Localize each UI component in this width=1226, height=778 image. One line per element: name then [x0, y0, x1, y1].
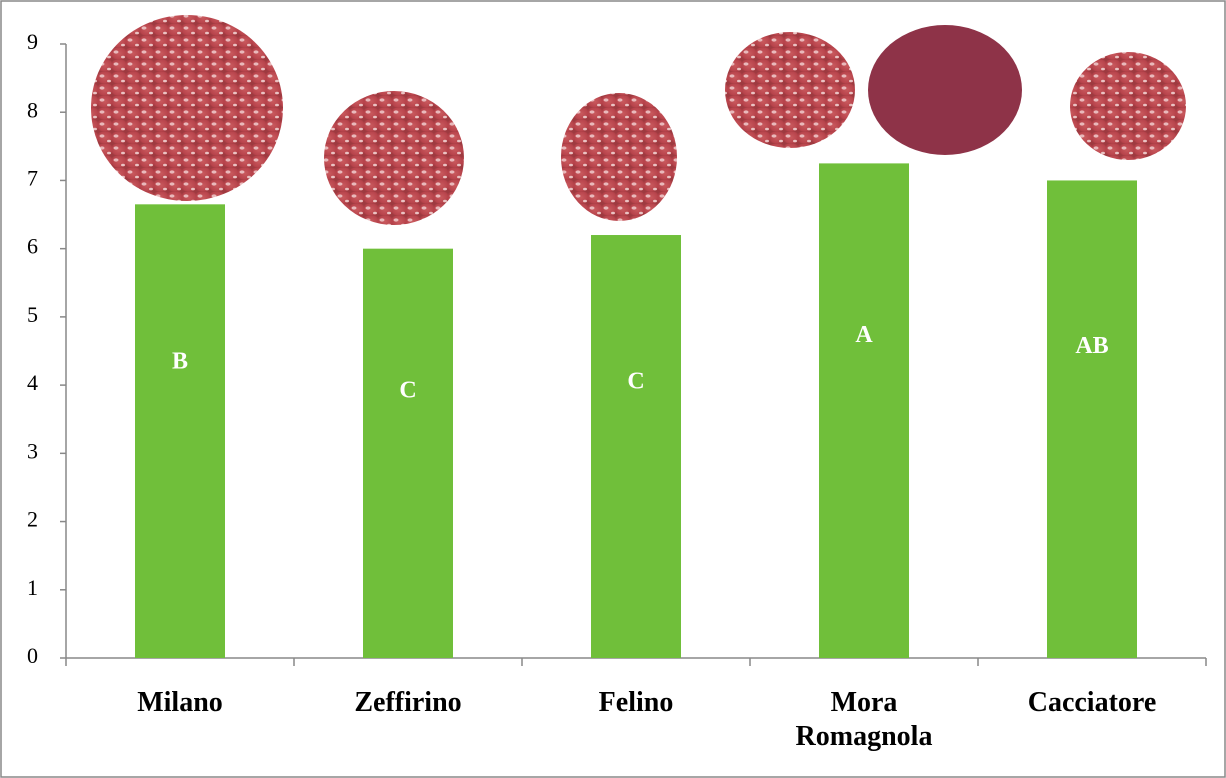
bar [591, 235, 681, 658]
y-tick-label: 8 [27, 97, 38, 122]
y-tick-label: 0 [27, 643, 38, 668]
y-tick-label: 3 [27, 438, 38, 463]
bar-label: B [172, 349, 188, 375]
y-tick-label: 4 [27, 370, 38, 395]
salami-images [91, 15, 1186, 225]
bar-label: AB [1075, 333, 1108, 359]
bar-label: A [855, 322, 873, 348]
y-tick-label: 5 [27, 302, 38, 327]
bar [1047, 180, 1137, 658]
bar [135, 204, 225, 659]
bar [363, 248, 453, 658]
x-tick-label: Milano [137, 687, 223, 718]
x-tick-label: Cacciatore [1027, 687, 1157, 718]
bar [819, 163, 909, 658]
y-tick-label: 6 [27, 234, 38, 259]
x-tick-label: Zeffirino [354, 687, 462, 718]
y-tick-label: 9 [27, 29, 38, 54]
x-tick-label: Felino [598, 687, 674, 718]
bar-label: C [627, 369, 644, 395]
salami-mora-2 [868, 25, 1022, 155]
y-tick-label: 2 [27, 507, 38, 532]
salami-zeffirino [324, 91, 464, 225]
x-tick-label: Mora Romagnola [795, 687, 933, 752]
bar-label: C [399, 377, 416, 403]
salami-milano [91, 15, 283, 201]
salami-felino [561, 93, 677, 221]
salami-mora-1 [725, 32, 855, 148]
y-tick-label: 7 [27, 165, 38, 190]
salami-cacciatore [1070, 52, 1186, 160]
y-tick-label: 1 [27, 575, 38, 600]
